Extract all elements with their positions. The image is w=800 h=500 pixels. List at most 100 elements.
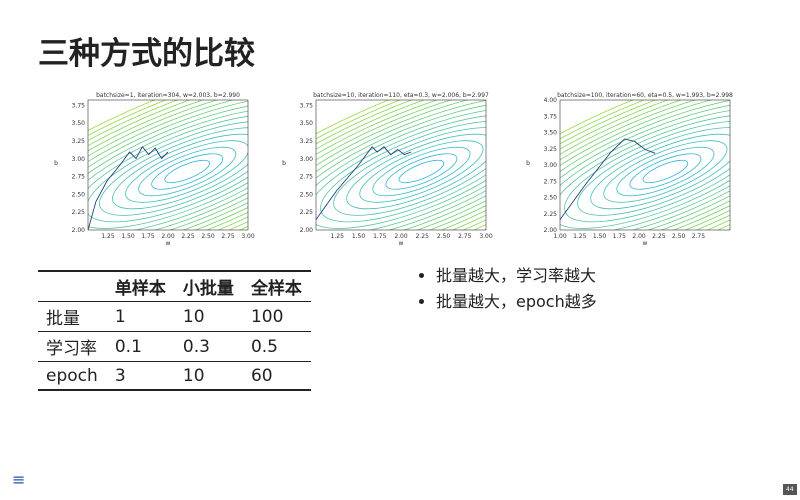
contour-line (88, 114, 248, 229)
x-tick-label: 1.50 (121, 233, 135, 240)
header-row: 单样本 小批量 全样本 (38, 271, 311, 302)
y-tick-label: 2.75 (72, 174, 86, 181)
y-tick-label: 3.75 (72, 102, 86, 109)
y-axis-label: b (282, 160, 286, 167)
y-tick-label: 2.25 (72, 209, 86, 216)
contour-line (560, 107, 730, 230)
table-cell: 0.3 (182, 336, 210, 357)
bullet-item: 批量越大，学习率越大 (436, 262, 597, 286)
contour-line (88, 107, 248, 230)
x-tick-label: 3.00 (241, 233, 255, 240)
contour-line (316, 114, 486, 229)
contour-line (372, 146, 471, 197)
y-tick-label: 2.25 (544, 211, 558, 218)
x-tick-label: 2.25 (181, 233, 195, 240)
trajectory (316, 146, 412, 220)
table-cell: 1 (114, 306, 126, 327)
contour-line (125, 140, 248, 203)
y-tick-label: 3.00 (300, 156, 314, 163)
trajectory (560, 138, 656, 220)
contour-line (88, 100, 248, 230)
contour-line (333, 127, 486, 216)
contour-line (560, 101, 730, 230)
x-tick-label: 1.50 (352, 233, 366, 240)
contour-line (88, 100, 248, 230)
y-tick-label: 2.00 (544, 227, 558, 234)
contour-line (642, 159, 689, 184)
y-tick-label: 3.50 (72, 120, 86, 127)
contour-line (88, 101, 248, 230)
y-tick-label: 2.75 (300, 174, 314, 181)
plot-frame (559, 99, 731, 231)
slide-title: 三种方式的比较 (38, 36, 255, 72)
y-axis-label: b (526, 160, 530, 167)
contour-line (112, 133, 248, 210)
header-cell (38, 271, 107, 302)
contour-plot: batchsize=100, iteration=60, eta=0.5, w=… (526, 92, 733, 247)
contour-line (564, 120, 730, 223)
contour-line (603, 140, 728, 203)
x-tick-label: 2.75 (458, 233, 472, 240)
table-cell: 0.1 (114, 336, 142, 357)
contour-line (316, 101, 486, 230)
comparison-table: 单样本 小批量 全样本 批量 1 10 100 学习率 0.1 0.3 0.5 epoch 3 10 60 (38, 270, 311, 391)
y-tick-label: 3.50 (300, 120, 314, 127)
contour-line (316, 100, 486, 230)
y-tick-label: 3.25 (544, 146, 558, 153)
table-cell: 0.5 (250, 336, 278, 357)
contour-line (629, 153, 702, 190)
x-tick-label: 1.50 (593, 233, 607, 240)
y-tick-label: 3.50 (544, 130, 558, 137)
contour-line (151, 153, 224, 190)
contour-line (88, 100, 248, 230)
x-tick-label: 2.25 (416, 233, 430, 240)
x-tick-label: 1.75 (373, 233, 387, 240)
plot-title: batchsize=1, iteration=304, w=2.003, b=2… (96, 92, 240, 99)
plot-frame (87, 99, 249, 231)
contour-line (398, 159, 445, 184)
bullet-item: 批量越大，epoch越多 (436, 288, 597, 312)
x-tick-label: 2.50 (201, 233, 215, 240)
contour-line (560, 100, 730, 230)
contour-line (560, 114, 730, 229)
x-tick-label: 2.00 (161, 233, 175, 240)
contours (316, 100, 486, 230)
contour-line (316, 107, 486, 230)
y-tick-label: 3.25 (300, 138, 314, 145)
table-cell: 批量 (46, 309, 80, 329)
x-tick-label: 2.75 (221, 233, 235, 240)
contour-line (577, 127, 730, 216)
contour-line (590, 133, 730, 210)
table-cell: 3 (114, 365, 126, 386)
contour-line (88, 100, 248, 230)
table-cell: 10 (182, 306, 205, 327)
x-tick-label: 2.75 (692, 233, 706, 240)
contour-line (560, 100, 730, 230)
contour-line (560, 100, 730, 230)
x-tick-label: 2.50 (437, 233, 451, 240)
header-cell: 全样本 (250, 279, 302, 299)
contour-line (88, 100, 248, 230)
menu-icon[interactable]: ≡ (12, 470, 26, 489)
contour-line (316, 100, 486, 230)
y-axis-label: b (54, 160, 58, 167)
x-tick-label: 1.00 (553, 233, 567, 240)
y-tick-label: 2.75 (544, 178, 558, 185)
table-cell: 100 (250, 306, 284, 327)
y-tick-label: 2.50 (72, 191, 86, 198)
x-tick-label: 2.50 (672, 233, 686, 240)
y-tick-label: 3.00 (544, 162, 558, 169)
table-cell: 10 (182, 365, 205, 386)
y-tick-label: 2.00 (72, 227, 86, 234)
table-row: 批量 1 10 100 (38, 302, 311, 332)
contour-line (164, 159, 211, 184)
x-tick-label: 2.25 (652, 233, 666, 240)
contour-line (88, 120, 248, 223)
x-tick-label: 1.75 (141, 233, 155, 240)
x-tick-label: 3.00 (479, 233, 493, 240)
y-tick-label: 2.50 (544, 195, 558, 202)
contour-line (88, 100, 248, 230)
contour-plot: batchsize=1, iteration=304, w=2.003, b=2… (54, 92, 255, 247)
contour-line (616, 146, 715, 197)
contour-line (359, 140, 484, 203)
